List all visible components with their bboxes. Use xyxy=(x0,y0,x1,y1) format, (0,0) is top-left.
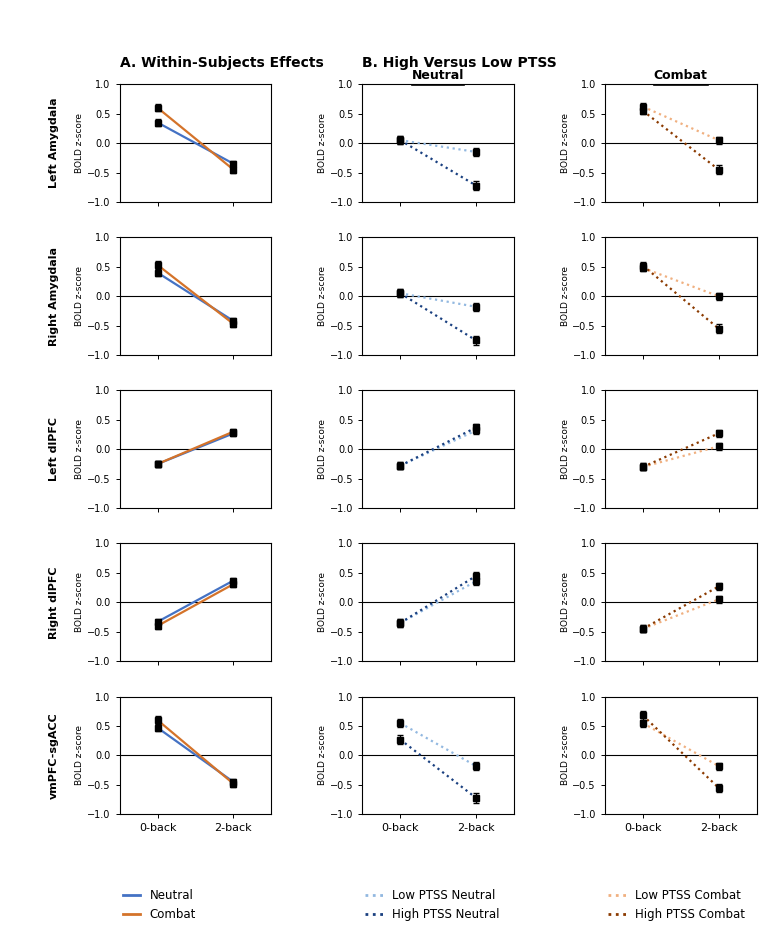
Text: Left Amygdala: Left Amygdala xyxy=(49,98,59,188)
Y-axis label: BOLD z-score: BOLD z-score xyxy=(76,725,84,785)
Y-axis label: BOLD z-score: BOLD z-score xyxy=(560,725,570,785)
Text: Neutral: Neutral xyxy=(412,69,464,82)
Text: Right Amygdala: Right Amygdala xyxy=(49,247,59,345)
Y-axis label: BOLD z-score: BOLD z-score xyxy=(76,572,84,633)
Y-axis label: BOLD z-score: BOLD z-score xyxy=(76,113,84,173)
Y-axis label: BOLD z-score: BOLD z-score xyxy=(318,572,327,633)
Y-axis label: BOLD z-score: BOLD z-score xyxy=(76,419,84,479)
Legend: Low PTSS Combat, High PTSS Combat: Low PTSS Combat, High PTSS Combat xyxy=(603,885,750,926)
Y-axis label: BOLD z-score: BOLD z-score xyxy=(560,266,570,327)
Text: B. High Versus Low PTSS: B. High Versus Low PTSS xyxy=(362,56,557,70)
Y-axis label: BOLD z-score: BOLD z-score xyxy=(76,266,84,327)
Legend: Neutral, Combat: Neutral, Combat xyxy=(118,885,201,926)
Y-axis label: BOLD z-score: BOLD z-score xyxy=(560,419,570,479)
Text: Right dlPFC: Right dlPFC xyxy=(49,566,59,638)
Text: Combat: Combat xyxy=(654,69,708,82)
Y-axis label: BOLD z-score: BOLD z-score xyxy=(560,572,570,633)
Y-axis label: BOLD z-score: BOLD z-score xyxy=(318,725,327,785)
Text: vmPFC-sgACC: vmPFC-sgACC xyxy=(49,712,59,798)
Y-axis label: BOLD z-score: BOLD z-score xyxy=(318,419,327,479)
Legend: Low PTSS Neutral, High PTSS Neutral: Low PTSS Neutral, High PTSS Neutral xyxy=(361,885,505,926)
Y-axis label: BOLD z-score: BOLD z-score xyxy=(318,113,327,173)
Text: A. Within-Subjects Effects: A. Within-Subjects Effects xyxy=(120,56,323,70)
Text: Left dlPFC: Left dlPFC xyxy=(49,417,59,481)
Y-axis label: BOLD z-score: BOLD z-score xyxy=(560,113,570,173)
Y-axis label: BOLD z-score: BOLD z-score xyxy=(318,266,327,327)
